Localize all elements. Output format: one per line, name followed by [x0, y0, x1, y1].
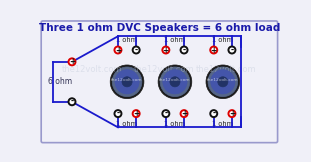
Text: +: + — [229, 109, 235, 118]
Circle shape — [208, 67, 238, 97]
Text: -: - — [70, 97, 73, 106]
Text: -: - — [230, 46, 234, 54]
Text: -: - — [164, 109, 167, 118]
Text: 1 ohm: 1 ohm — [117, 121, 138, 127]
Circle shape — [181, 46, 188, 53]
Circle shape — [181, 110, 188, 117]
Circle shape — [170, 77, 180, 87]
Text: -: - — [135, 46, 138, 54]
Circle shape — [110, 65, 144, 99]
Circle shape — [206, 65, 240, 99]
Circle shape — [162, 110, 169, 117]
Text: +: + — [163, 46, 169, 54]
Text: -: - — [212, 109, 215, 118]
Text: +: + — [115, 46, 121, 54]
Circle shape — [158, 65, 192, 99]
Text: the12volt.com: the12volt.com — [62, 65, 123, 74]
Circle shape — [210, 110, 217, 117]
Circle shape — [160, 67, 190, 97]
Text: +: + — [133, 109, 139, 118]
Circle shape — [210, 46, 217, 53]
Text: 1 ohm: 1 ohm — [165, 121, 186, 127]
Circle shape — [133, 46, 140, 53]
Circle shape — [114, 46, 122, 53]
Circle shape — [229, 110, 235, 117]
Text: -: - — [116, 109, 119, 118]
Text: 1 ohm: 1 ohm — [212, 121, 234, 127]
Text: the12volt.com: the12volt.com — [111, 78, 143, 82]
Text: +: + — [211, 46, 217, 54]
Text: 1 ohm: 1 ohm — [165, 37, 186, 43]
Text: the12volt.com: the12volt.com — [134, 65, 194, 74]
Circle shape — [218, 77, 228, 87]
Text: the12volt.com: the12volt.com — [159, 78, 191, 82]
Circle shape — [229, 46, 235, 53]
Text: +: + — [181, 109, 187, 118]
Text: 6 ohm: 6 ohm — [48, 77, 72, 86]
Circle shape — [162, 46, 169, 53]
Circle shape — [211, 70, 235, 94]
Circle shape — [115, 70, 139, 94]
Text: the12volt.com: the12volt.com — [196, 65, 257, 74]
FancyBboxPatch shape — [41, 21, 278, 143]
Text: 1 ohm: 1 ohm — [212, 37, 234, 43]
Text: 1 ohm: 1 ohm — [117, 37, 138, 43]
Text: +: + — [69, 57, 75, 66]
Circle shape — [68, 98, 76, 105]
Circle shape — [133, 110, 140, 117]
Text: -: - — [183, 46, 186, 54]
Circle shape — [163, 70, 187, 94]
Circle shape — [122, 77, 132, 87]
Text: the12volt.com: the12volt.com — [207, 78, 239, 82]
Text: Three 1 ohm DVC Speakers = 6 ohm load: Three 1 ohm DVC Speakers = 6 ohm load — [39, 23, 280, 33]
Circle shape — [112, 67, 142, 97]
Circle shape — [68, 58, 76, 65]
Circle shape — [114, 110, 122, 117]
